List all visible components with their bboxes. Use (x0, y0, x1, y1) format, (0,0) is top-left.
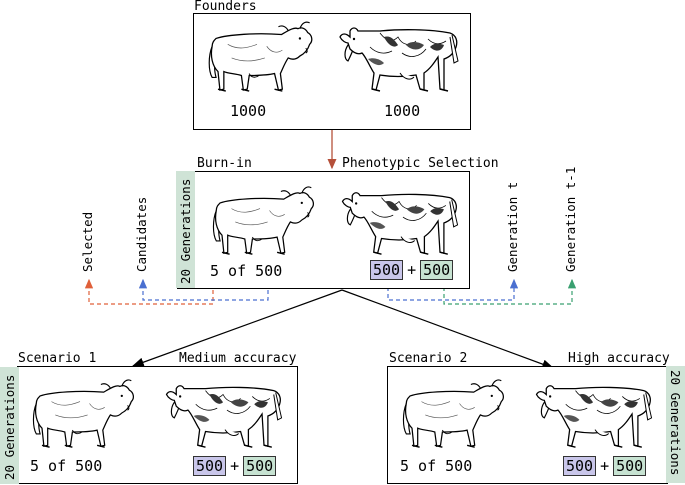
phenotypic-selection-label: Phenotypic Selection (342, 156, 499, 171)
founders-title: Founders (194, 0, 257, 14)
founders-count-right: 1000 (384, 102, 421, 120)
scenario2-accuracy: High accuracy (568, 351, 670, 366)
founders-count-left: 1000 (230, 102, 267, 120)
scenario2-select-text: 5 of 500 (400, 457, 473, 475)
generation-t1-label: Generation t-1 (563, 166, 578, 272)
bull-icon (392, 375, 508, 451)
tag-green: 500 (420, 260, 454, 280)
candidates-dashed-path (138, 276, 269, 301)
cow-icon (535, 375, 655, 453)
founders-box: 1000 1000 (193, 13, 471, 130)
burnin-tags: 500 +500 (370, 260, 454, 280)
tag-purple: 500 (370, 260, 404, 280)
burnin-box: 5 of 500 500 +500 (177, 171, 470, 289)
burnin-generations-band: 20 Generations (176, 171, 195, 288)
generation-t1-dashed-path (443, 278, 577, 305)
candidates-label: Candidates (134, 196, 149, 272)
scenario2-title: Scenario 2 (389, 351, 468, 366)
cow-icon (165, 375, 285, 453)
scenario2-box: 5 of 500 500 +500 (387, 366, 668, 484)
bull-icon (202, 182, 318, 258)
selected-label: Selected (80, 211, 95, 272)
burnin-to-scenario1-arrow (131, 289, 343, 367)
bull-icon (22, 375, 138, 451)
generation-t-label: Generation t (505, 181, 520, 272)
scenario1-accuracy: Medium accuracy (179, 351, 297, 366)
tag-purple: 500 (563, 456, 597, 476)
burnin-select-text: 5 of 500 (210, 262, 283, 280)
burnin-label: Burn-in (197, 156, 252, 171)
plus-sign: + (600, 457, 610, 475)
scenario2-tags: 500 +500 (563, 456, 647, 476)
cow-icon (338, 17, 462, 97)
scenario1-title: Scenario 1 (18, 351, 97, 366)
generation-t-dashed-path (387, 278, 519, 301)
tag-green: 500 (243, 456, 277, 476)
scenario2-generations-band: 20 Generations (666, 366, 685, 483)
burnin-to-scenario2-arrow (341, 289, 555, 369)
plus-sign: + (407, 261, 417, 279)
scenario1-tags: 500 +500 (193, 456, 277, 476)
selected-dashed-path (84, 276, 214, 305)
tag-green: 500 (613, 456, 647, 476)
plus-sign: + (230, 457, 240, 475)
tag-purple: 500 (193, 456, 227, 476)
scenario1-generations-band: 20 Generations (0, 367, 19, 484)
cow-icon (341, 182, 461, 260)
scenario1-box: 5 of 500 500 +500 (17, 366, 298, 484)
bull-icon (198, 17, 316, 95)
scenario1-select-text: 5 of 500 (30, 457, 103, 475)
